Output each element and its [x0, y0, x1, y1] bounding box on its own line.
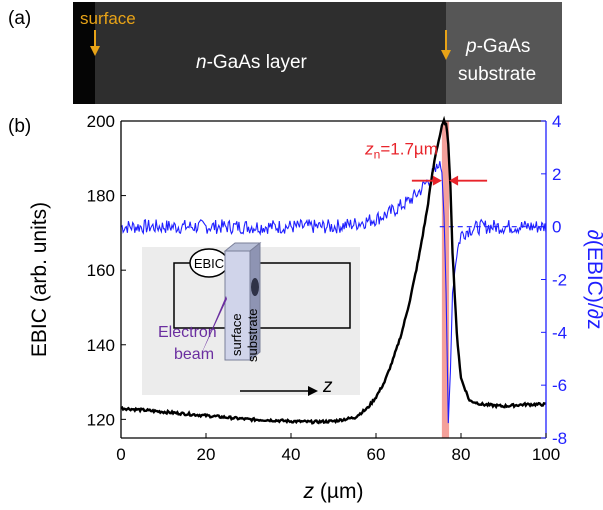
layer-label: n-GaAs layer	[196, 52, 308, 73]
beam-label-line1: Electron	[158, 324, 217, 341]
y2-tick-label: -4	[552, 323, 567, 342]
schematic-inset: EBIC surface substrate Electron beam z	[142, 241, 360, 397]
inset-substrate-label: substrate	[245, 309, 260, 362]
y2-tick-label: 0	[552, 218, 561, 237]
x-tick-label: 40	[282, 445, 301, 464]
y-tick-label: 200	[87, 112, 115, 131]
sem-image: surface n-GaAs layer p-GaAs substrate	[73, 2, 562, 104]
surface-arrow	[90, 30, 100, 56]
ebic-series-line	[120, 115, 547, 425]
sem-dark-edge	[73, 2, 95, 104]
electron-beam	[200, 296, 227, 357]
panel-a-label: (a)	[8, 8, 31, 29]
x-tick-label: 100	[532, 445, 560, 464]
inset-z-label: z	[322, 376, 333, 397]
sample-front-face	[224, 250, 251, 361]
inset-z-axis-arrow	[240, 386, 318, 396]
y-axis-label: EBIC (arb. units)	[28, 202, 51, 357]
circuit-wire	[173, 262, 351, 329]
surface-label: surface	[80, 9, 136, 28]
y2-tick-label: 4	[552, 112, 561, 131]
x-tick-label: 80	[452, 445, 471, 464]
x-tick-label: 20	[197, 445, 216, 464]
y2-axis-label: ∂(EBIC)/∂z	[583, 229, 603, 329]
inset-surface-label: surface	[229, 313, 244, 356]
substrate-label-line2: substrate	[458, 64, 536, 85]
substrate-arrow	[441, 30, 451, 60]
x-tick-label: 0	[116, 445, 125, 464]
annotation-label: zn=1.7µm	[364, 140, 438, 162]
x-axis-label: z (µm)	[303, 480, 364, 503]
beam-label-line2: beam	[174, 346, 214, 363]
y2-tick-label: 2	[552, 165, 561, 184]
y-tick-label: 160	[87, 261, 115, 280]
ebic-chart: EBIC surface substrate Electron beam z 0…	[28, 112, 603, 503]
x-tick-label: 60	[367, 445, 386, 464]
derivative-series-line	[120, 161, 547, 424]
sem-substrate-region	[446, 2, 562, 104]
panel-b-label: (b)	[8, 116, 31, 137]
y2-tick-label: -8	[552, 429, 567, 448]
annotation-right-arrowhead	[449, 175, 459, 186]
y-tick-label: 180	[87, 187, 115, 206]
y2-tick-label: -6	[552, 376, 567, 395]
substrate-label-line1: p-GaAs	[465, 36, 530, 57]
y-tick-label: 120	[87, 410, 115, 429]
y-tick-label: 140	[87, 336, 115, 355]
y2-tick-label: -2	[552, 271, 567, 290]
ebic-meter-label: EBIC	[194, 256, 224, 271]
annotation-left-arrowhead	[432, 175, 442, 186]
substrate-contact	[251, 278, 259, 296]
